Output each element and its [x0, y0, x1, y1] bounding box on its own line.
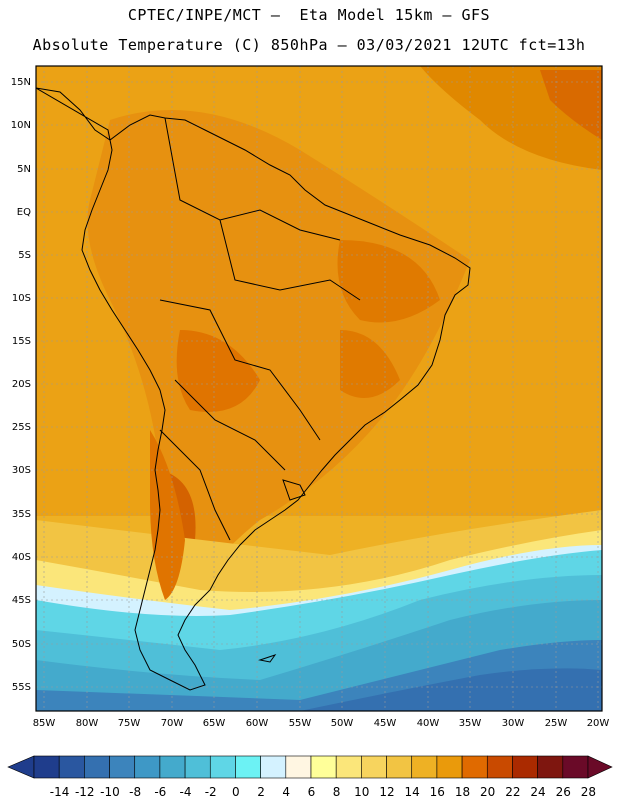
lon-label: 65W [203, 718, 226, 729]
temperature-field [36, 66, 602, 711]
legend-label: 26 [556, 785, 571, 799]
legend-swatch [134, 755, 161, 779]
lat-label: 5N [17, 164, 31, 175]
lat-label: 55S [12, 682, 31, 693]
longitude-labels: 85W 80W 75W 70W 65W 60W 55W 50W 45W 40W … [33, 718, 610, 729]
legend-swatch [537, 755, 564, 779]
title-line-2: Absolute Temperature (C) 850hPa – 03/03/… [32, 36, 586, 54]
lat-label: 45S [12, 595, 31, 606]
legend-swatch [562, 755, 589, 779]
legend-label: 22 [505, 785, 520, 799]
legend-label: 12 [379, 785, 394, 799]
lat-label: 10N [11, 120, 31, 131]
legend-label: 16 [430, 785, 445, 799]
title-line-1: CPTEC/INPE/MCT – Eta Model 15km – GFS [127, 6, 491, 24]
legend-label: 8 [333, 785, 341, 799]
lon-label: 70W [161, 718, 184, 729]
legend-label: 20 [480, 785, 495, 799]
legend-swatch [184, 755, 211, 779]
legend-label: 2 [257, 785, 265, 799]
lat-label: 35S [12, 509, 31, 520]
lon-label: 60W [246, 718, 269, 729]
legend-label: 4 [282, 785, 290, 799]
color-legend: -14 -12 -10 -8 -6 -4 -2 0 2 4 6 8 10 12 14 16 18 20 22 24 26… [7, 755, 613, 799]
legend-swatch [361, 755, 387, 779]
legend-label: 10 [354, 785, 369, 799]
map-frame [35, 65, 603, 712]
legend-label: 24 [530, 785, 545, 799]
lat-label: 5S [18, 250, 31, 261]
lat-label: 25S [12, 422, 31, 433]
lat-label: 50S [12, 639, 31, 650]
legend-swatch [486, 755, 513, 779]
legend-swatch [436, 755, 463, 779]
lon-label: 40W [417, 718, 440, 729]
latitude-labels: 15N 10N 5N EQ 5S 10S 15S 20S 25S 30S 35S… [11, 77, 31, 693]
legend-swatch [461, 755, 488, 779]
lat-label: 20S [12, 379, 31, 390]
lon-label: 25W [545, 718, 568, 729]
legend-swatch [386, 755, 413, 779]
lon-label: 45W [374, 718, 397, 729]
lat-label: 15N [11, 77, 31, 88]
lon-label: 75W [118, 718, 141, 729]
lat-label: 30S [12, 465, 31, 476]
legend-label: -8 [129, 785, 141, 799]
legend-label: -2 [205, 785, 217, 799]
legend-label: -4 [180, 785, 192, 799]
legend-swatch [209, 755, 236, 779]
legend-swatch [512, 755, 538, 779]
lon-label: 50W [331, 718, 354, 729]
legend-swatch [33, 755, 60, 779]
lat-label: 40S [12, 552, 31, 563]
graticule [36, 66, 602, 711]
legend-label: 14 [404, 785, 419, 799]
legend-swatch [310, 755, 337, 779]
legend-swatch [260, 755, 287, 779]
legend-swatch [109, 755, 136, 779]
coastline [36, 87, 471, 691]
lon-label: 80W [76, 718, 99, 729]
legend-label: -12 [75, 785, 95, 799]
legend-swatch [84, 755, 110, 779]
legend-label: 6 [308, 785, 316, 799]
legend-arrow-right [587, 755, 613, 779]
legend-swatch [58, 755, 85, 779]
legend-swatch [285, 755, 312, 779]
legend-label: -6 [154, 785, 166, 799]
legend-label: -10 [100, 785, 120, 799]
legend-label: 0 [232, 785, 240, 799]
legend-label: -14 [50, 785, 70, 799]
lon-label: 20W [587, 718, 610, 729]
lon-label: 30W [502, 718, 525, 729]
legend-arrow-left [7, 755, 35, 779]
legend-swatch [335, 755, 362, 779]
legend-swatch [411, 755, 438, 779]
lon-label: 85W [33, 718, 56, 729]
lat-label: 15S [12, 336, 31, 347]
lon-label: 55W [289, 718, 312, 729]
legend-label: 18 [455, 785, 470, 799]
legend-label: 28 [581, 785, 596, 799]
legend-swatch [159, 755, 186, 779]
legend-swatch [235, 755, 261, 779]
lat-label: EQ [17, 207, 31, 218]
lat-label: 10S [12, 293, 31, 304]
lon-label: 35W [459, 718, 482, 729]
